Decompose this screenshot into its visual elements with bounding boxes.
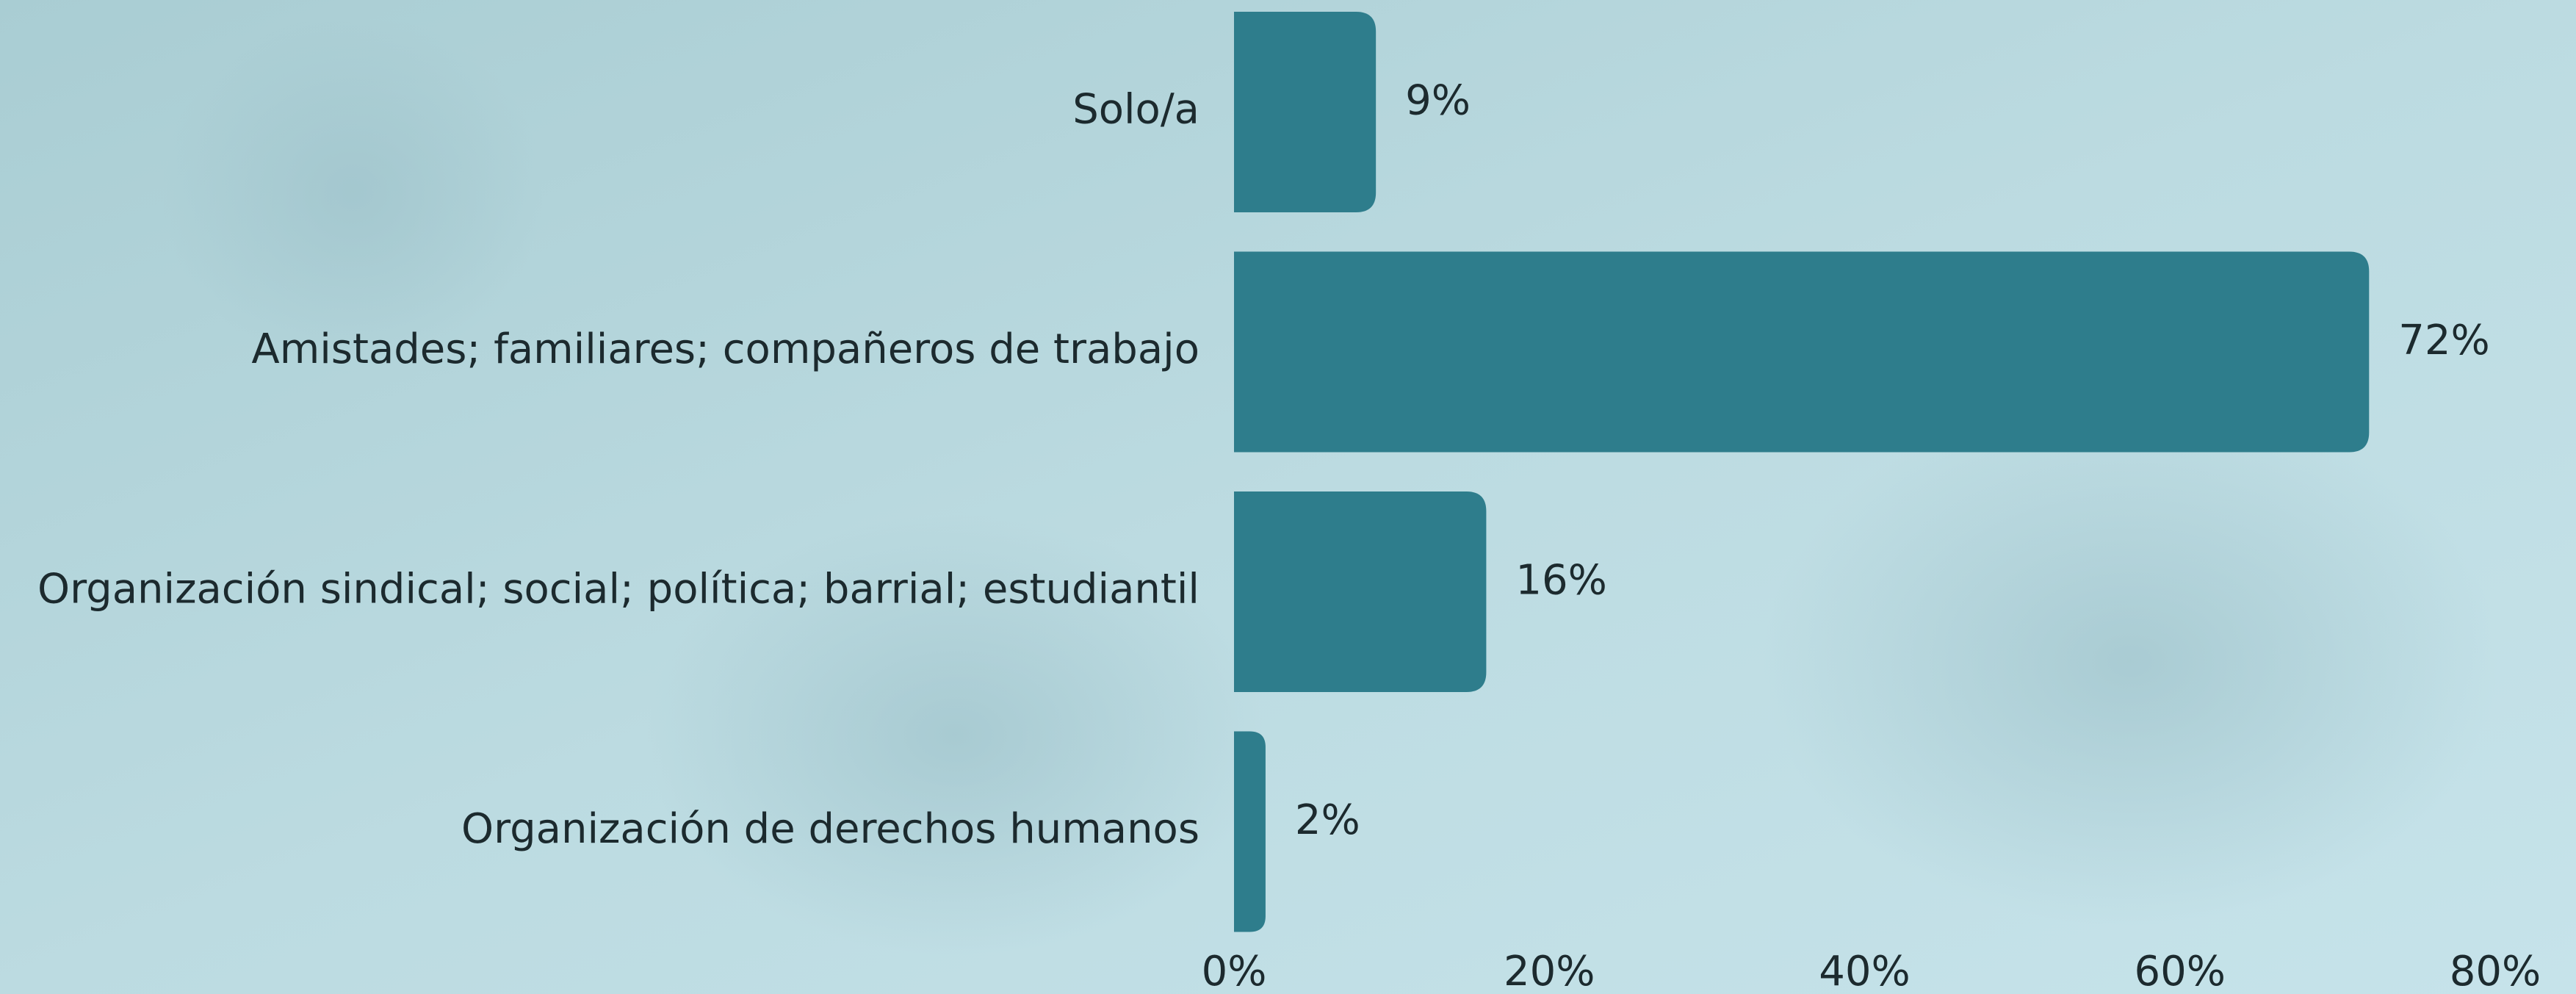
x-tick-label: 40% <box>1819 948 1910 994</box>
value-label: 72% <box>2398 317 2489 364</box>
y-tick-label: Amistades; familiares; compañeros de tra… <box>251 325 1199 373</box>
y-tick-label: Organización sindical; social; política;… <box>37 566 1199 613</box>
value-label: 9% <box>1405 77 1471 125</box>
y-tick-label: Organización de derechos humanos <box>461 805 1199 853</box>
bar <box>1234 491 1487 692</box>
y-tick-label: Solo/a <box>1072 86 1199 134</box>
x-tick-label: 80% <box>2450 948 2541 994</box>
bar <box>1234 12 1377 212</box>
bar <box>1234 251 2370 453</box>
bar <box>1234 731 1266 932</box>
x-tick-label: 0% <box>1202 948 1267 994</box>
value-label: 2% <box>1295 796 1360 844</box>
background-blur <box>1763 397 2497 926</box>
background-blur <box>162 15 544 367</box>
x-tick-label: 60% <box>2135 948 2226 994</box>
x-tick-label: 20% <box>1504 948 1595 994</box>
value-label: 16% <box>1515 557 1606 605</box>
background-blur <box>646 514 1263 955</box>
